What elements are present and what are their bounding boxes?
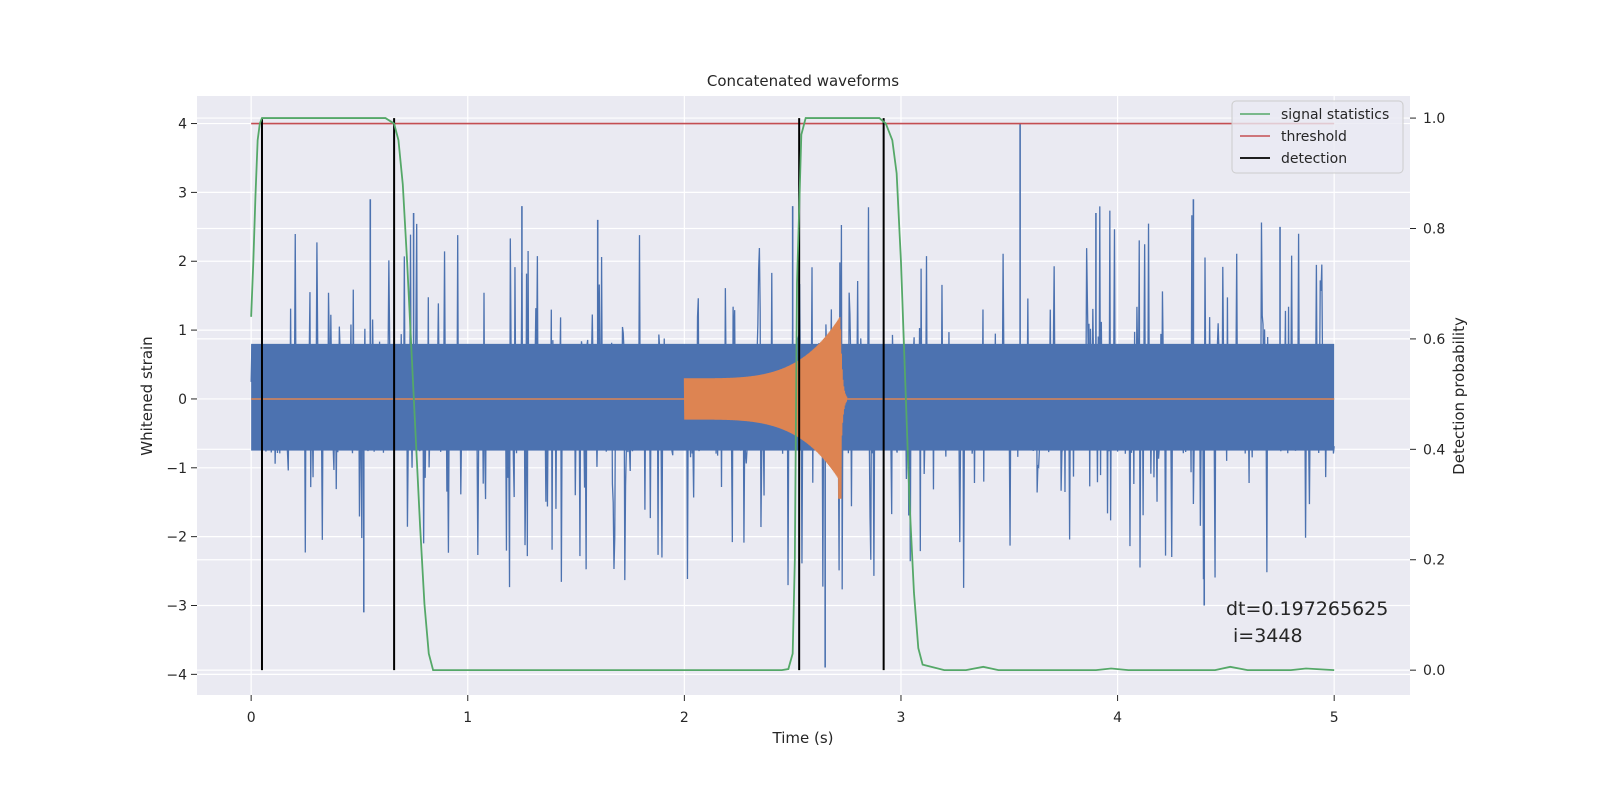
y-left-tick-label: −3 bbox=[166, 598, 187, 614]
y-right-tick-label: 0.6 bbox=[1423, 332, 1445, 348]
x-tick-label: 1 bbox=[463, 710, 472, 726]
y-axis-left-ticks: −4 −3 −2 −1 0 1 2 3 4 bbox=[166, 117, 197, 683]
legend-label-detection: detection bbox=[1281, 151, 1347, 167]
chart-title: Concatenated waveforms bbox=[707, 72, 899, 90]
annotation-dt: dt=0.197265625 bbox=[1226, 598, 1388, 620]
x-tick-label: 0 bbox=[247, 710, 256, 726]
legend-label-threshold: threshold bbox=[1281, 129, 1347, 145]
y-left-tick-label: 1 bbox=[178, 323, 187, 339]
y-right-tick-label: 1.0 bbox=[1423, 111, 1445, 127]
x-tick-label: 5 bbox=[1330, 710, 1339, 726]
legend-box bbox=[1231, 100, 1404, 174]
y-axis-right-ticks: 0.0 0.2 0.4 0.6 0.8 1.0 bbox=[1410, 111, 1445, 679]
legend: signal statistics threshold detection bbox=[1231, 100, 1404, 174]
x-tick-label: 2 bbox=[680, 710, 689, 726]
x-axis-label: Time (s) bbox=[772, 729, 834, 747]
template-chirp bbox=[683, 317, 848, 499]
y-left-tick-label: −4 bbox=[166, 667, 187, 683]
y-right-tick-label: 0.0 bbox=[1423, 663, 1445, 679]
y-left-tick-label: 3 bbox=[178, 185, 187, 201]
x-tick-label: 3 bbox=[897, 710, 906, 726]
y-left-tick-label: 2 bbox=[178, 254, 187, 270]
x-tick-label: 4 bbox=[1113, 710, 1122, 726]
y-left-tick-label: 0 bbox=[178, 392, 187, 408]
series-signal-statistics bbox=[250, 117, 1335, 672]
annotation-i: i=3448 bbox=[1233, 625, 1303, 647]
x-axis-ticks: 0 1 2 3 4 5 bbox=[247, 695, 1339, 726]
legend-label-signal-statistics: signal statistics bbox=[1281, 107, 1389, 123]
y-right-tick-label: 0.4 bbox=[1423, 442, 1445, 458]
y-right-tick-label: 0.8 bbox=[1423, 221, 1445, 237]
y-left-tick-label: 4 bbox=[178, 117, 187, 133]
series-template bbox=[251, 317, 1335, 499]
y-left-tick-label: −2 bbox=[166, 530, 187, 546]
y-right-tick-label: 0.2 bbox=[1423, 553, 1445, 569]
signal-statistics-line bbox=[250, 117, 1335, 672]
y-axis-left-label: Whitened strain bbox=[138, 336, 156, 455]
y-left-tick-label: −1 bbox=[166, 461, 187, 477]
y-axis-right-label: Detection probability bbox=[1450, 317, 1468, 475]
